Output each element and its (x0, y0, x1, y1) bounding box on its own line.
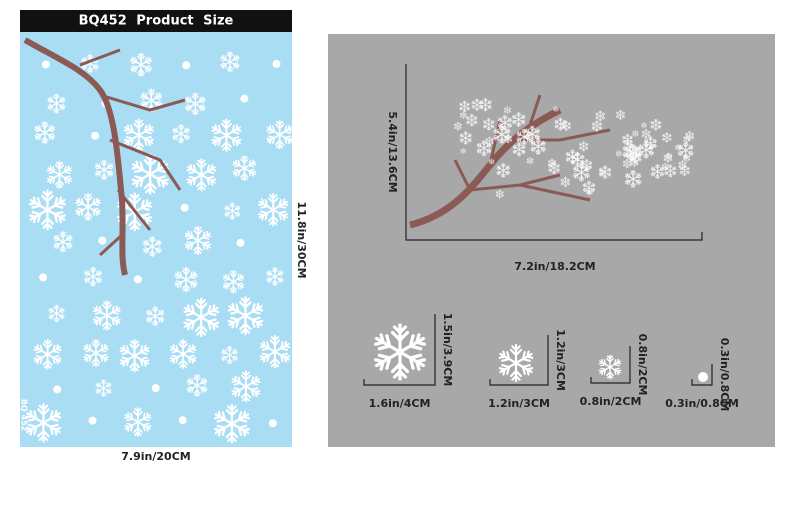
snow-dot (133, 275, 142, 284)
sheet-code: BQ 452 (20, 399, 29, 431)
branch-height: 5.4in/13.6CM (386, 111, 399, 192)
flake-sizes: 1.5in/3.9CM 1.6in/4CM 1.2in/3CM 1.2in/3CM 0.… (363, 313, 739, 412)
snow-dot (268, 419, 277, 428)
branch-bracket (405, 64, 703, 241)
flake-height: 1.5in/3.9CM (441, 313, 454, 387)
sheet-height: 11.8in/30CM (295, 201, 308, 278)
branch (409, 106, 562, 229)
header-title: BQ452 Product Size (79, 14, 234, 29)
size-bracket (489, 335, 549, 386)
header-bar (20, 10, 292, 32)
flake-height: 0.8in/2CM (636, 334, 649, 396)
flake-width: 0.8in/2CM (580, 395, 642, 408)
snow-dot (236, 238, 245, 247)
snow-dot (151, 384, 160, 393)
flake-width: 1.2in/3CM (488, 397, 550, 410)
flake-width: 1.6in/4CM (369, 397, 431, 410)
snow-dot (53, 385, 62, 394)
snow-dot (39, 273, 48, 282)
snow-dot (178, 416, 187, 425)
snow-dot (182, 61, 191, 70)
branch-width: 7.2in/18.2CM (514, 260, 595, 273)
sheet-twigs (79, 48, 186, 257)
snow-dot (272, 59, 281, 68)
branch-twigs (453, 94, 611, 202)
snow-dot (98, 236, 107, 245)
size-bracket (691, 364, 713, 386)
size-bracket (363, 314, 436, 386)
snow-dot (91, 131, 100, 140)
flake-width: 0.3in/0.8CM (665, 397, 739, 410)
snow-dot (180, 203, 189, 212)
snow-dot (88, 416, 97, 425)
sheet-branch (23, 37, 128, 276)
sheet-width: 7.9in/20CM (121, 450, 190, 463)
flake-height: 0.3in/0.8CM (718, 338, 731, 412)
snow-dot (41, 60, 50, 69)
flake-height: 1.2in/3CM (554, 329, 567, 391)
size-bracket (590, 346, 631, 384)
snow-dot (698, 372, 708, 382)
snow-dot (240, 94, 249, 103)
